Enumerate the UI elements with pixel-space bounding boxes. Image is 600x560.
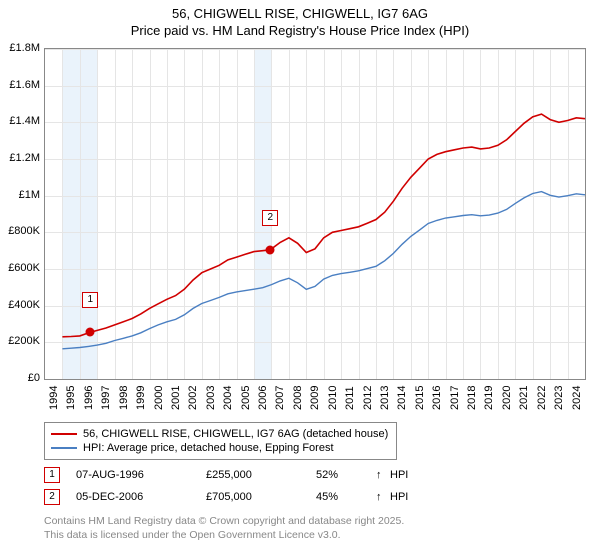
legend-swatch xyxy=(51,433,77,435)
sale-marker-icon: 2 xyxy=(44,489,60,505)
sale-marker-icon: 2 xyxy=(262,210,278,226)
sale-hpi-label: HPI xyxy=(390,469,420,481)
x-axis-label: 1994 xyxy=(48,386,60,410)
x-axis-label: 1999 xyxy=(135,386,147,410)
x-axis-label: 2004 xyxy=(222,386,234,410)
sale-marker-icon: 1 xyxy=(82,292,98,308)
chart-subtitle: Price paid vs. HM Land Registry's House … xyxy=(0,21,600,38)
y-axis-label: £1.2M xyxy=(0,152,40,164)
arrow-up-icon: ↑ xyxy=(376,469,390,481)
x-axis-label: 2022 xyxy=(536,386,548,410)
chart-title: 56, CHIGWELL RISE, CHIGWELL, IG7 6AG xyxy=(0,0,600,21)
x-axis-label: 1996 xyxy=(83,386,95,410)
y-axis-label: £600K xyxy=(0,262,40,274)
x-axis-label: 2008 xyxy=(292,386,304,410)
y-axis-label: £1.6M xyxy=(0,79,40,91)
x-axis-label: 2002 xyxy=(187,386,199,410)
x-axis-label: 2009 xyxy=(309,386,321,410)
attribution-line: This data is licensed under the Open Gov… xyxy=(44,528,404,542)
x-axis-label: 2005 xyxy=(240,386,252,410)
chart-container: 56, CHIGWELL RISE, CHIGWELL, IG7 6AG Pri… xyxy=(0,0,600,560)
x-axis-label: 2013 xyxy=(379,386,391,410)
x-axis-label: 2018 xyxy=(466,386,478,410)
sale-hpi-label: HPI xyxy=(390,491,420,503)
chart-plot-area: 12 xyxy=(44,48,586,380)
x-axis-label: 2023 xyxy=(553,386,565,410)
legend-box: 56, CHIGWELL RISE, CHIGWELL, IG7 6AG (de… xyxy=(44,422,397,460)
x-axis-label: 2010 xyxy=(327,386,339,410)
x-axis-label: 1997 xyxy=(100,386,112,410)
y-axis-label: £400K xyxy=(0,299,40,311)
attribution-text: Contains HM Land Registry data © Crown c… xyxy=(44,514,404,542)
y-axis-label: £1.8M xyxy=(0,42,40,54)
legend-item: HPI: Average price, detached house, Eppi… xyxy=(51,441,388,455)
sale-pct: 52% xyxy=(316,469,376,481)
x-axis-label: 2015 xyxy=(414,386,426,410)
arrow-up-icon: ↑ xyxy=(376,491,390,503)
x-axis-label: 2006 xyxy=(257,386,269,410)
x-axis-label: 2007 xyxy=(274,386,286,410)
x-axis-label: 2017 xyxy=(449,386,461,410)
sale-price: £705,000 xyxy=(206,491,316,503)
sale-date: 05-DEC-2006 xyxy=(76,491,206,503)
x-axis-label: 2024 xyxy=(571,386,583,410)
x-axis-label: 2011 xyxy=(344,386,356,410)
x-axis-label: 2020 xyxy=(501,386,513,410)
x-axis-label: 1998 xyxy=(118,386,130,410)
sale-date: 07-AUG-1996 xyxy=(76,469,206,481)
legend-swatch xyxy=(51,447,77,449)
y-axis-label: £1.4M xyxy=(0,115,40,127)
sale-marker-icon: 1 xyxy=(44,467,60,483)
x-axis-label: 2019 xyxy=(483,386,495,410)
x-axis-label: 2021 xyxy=(518,386,530,410)
legend-label: HPI: Average price, detached house, Eppi… xyxy=(83,442,334,454)
sales-table: 1 07-AUG-1996 £255,000 52% ↑ HPI 2 05-DE… xyxy=(44,464,420,508)
x-axis-label: 2000 xyxy=(153,386,165,410)
x-axis-label: 2001 xyxy=(170,386,182,410)
x-axis-label: 2012 xyxy=(362,386,374,410)
x-axis-label: 1995 xyxy=(65,386,77,410)
y-axis-label: £800K xyxy=(0,225,40,237)
sale-pct: 45% xyxy=(316,491,376,503)
x-axis-label: 2003 xyxy=(205,386,217,410)
chart-svg xyxy=(45,49,585,379)
attribution-line: Contains HM Land Registry data © Crown c… xyxy=(44,514,404,528)
y-axis-label: £0 xyxy=(0,372,40,384)
legend-label: 56, CHIGWELL RISE, CHIGWELL, IG7 6AG (de… xyxy=(83,428,388,440)
x-axis-label: 2016 xyxy=(431,386,443,410)
legend-item: 56, CHIGWELL RISE, CHIGWELL, IG7 6AG (de… xyxy=(51,427,388,441)
table-row: 2 05-DEC-2006 £705,000 45% ↑ HPI xyxy=(44,486,420,508)
y-axis-label: £1M xyxy=(0,189,40,201)
x-axis-label: 2014 xyxy=(396,386,408,410)
table-row: 1 07-AUG-1996 £255,000 52% ↑ HPI xyxy=(44,464,420,486)
sale-price: £255,000 xyxy=(206,469,316,481)
y-axis-label: £200K xyxy=(0,335,40,347)
